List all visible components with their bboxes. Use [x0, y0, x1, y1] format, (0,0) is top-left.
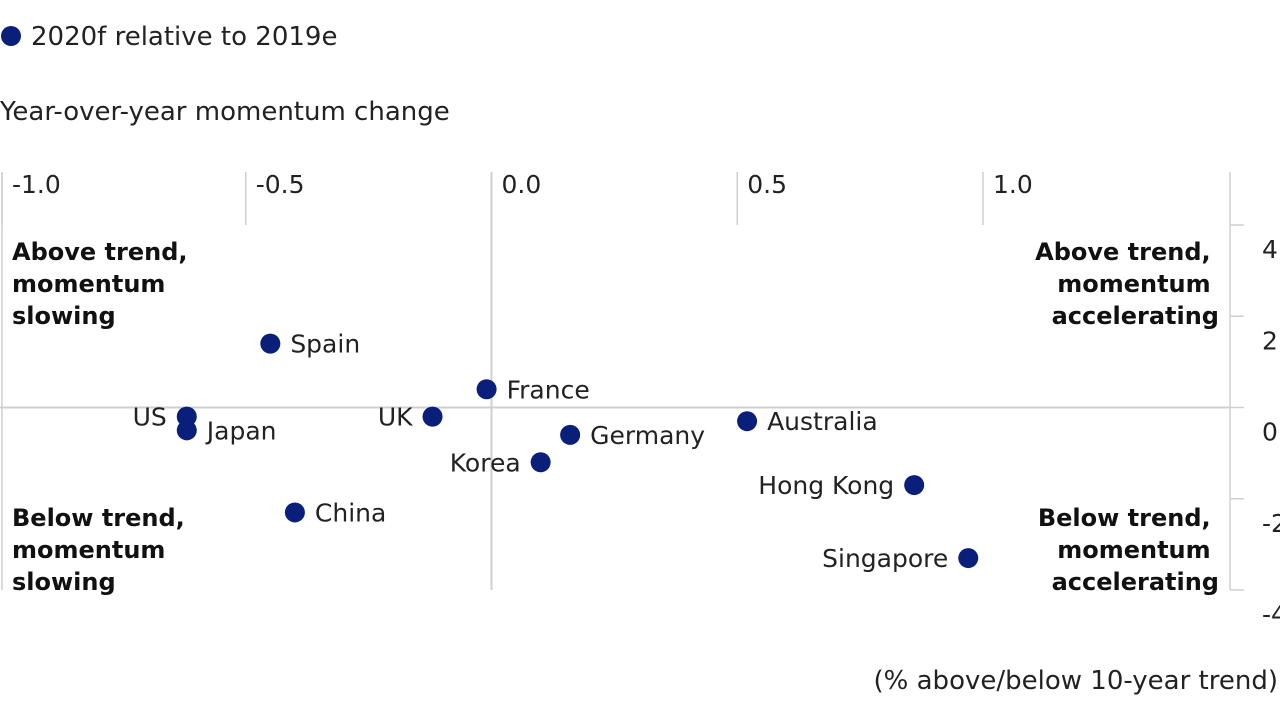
scatter-point [260, 333, 281, 354]
y-tick-label: 0 [1262, 418, 1278, 447]
point-label: Australia [767, 407, 878, 436]
scatter-point [904, 475, 925, 496]
scatter-point [176, 406, 197, 427]
point-label: US [133, 403, 167, 432]
scatter-point [560, 424, 581, 445]
scatter-point [476, 379, 497, 400]
y-axis-title: (% above/below 10-year trend) [874, 666, 1278, 696]
y-tick-label: -2 [1262, 509, 1280, 538]
legend-marker [1, 26, 21, 46]
point-label: Spain [290, 330, 360, 359]
y-tick-label: 4 [1262, 235, 1278, 264]
x-tick-label: -1.0 [12, 170, 61, 199]
point-label: Germany [590, 421, 705, 450]
legend-label: 2020f relative to 2019e [31, 22, 337, 52]
chart-subtitle: Year-over-year momentum change [0, 97, 450, 127]
scatter-point [530, 452, 551, 473]
y-tick-label: -4 [1262, 600, 1280, 629]
x-axis-ticks: -1.0 -0.5 0.0 0.5 1.0 [12, 170, 1033, 199]
y-axis-ticks: 4 2 0 -2 -4 [1230, 224, 1280, 629]
x-tick-label: -0.5 [256, 170, 305, 199]
quadrant-bottom-left: Below trend, momentum slowing [12, 504, 193, 596]
point-label: Singapore [822, 544, 948, 573]
y-tick-label: 2 [1262, 326, 1278, 355]
point-label: UK [378, 403, 413, 432]
scatter-point [284, 502, 305, 523]
quadrant-bottom-right: Below trend, momentum accelerating [1038, 504, 1219, 596]
scatter-point [737, 411, 758, 432]
quadrant-top-right: Above trend, momentum accelerating [1035, 238, 1219, 330]
point-label: France [507, 375, 590, 404]
point-label: Japan [205, 416, 277, 445]
point-label: China [315, 498, 386, 527]
scatter-point [422, 406, 443, 427]
x-tick-label: 0.5 [747, 170, 787, 199]
x-tick-label: 1.0 [993, 170, 1033, 199]
point-label: Korea [450, 448, 521, 477]
scatter-point [958, 548, 979, 569]
x-tick-label: 0.0 [502, 170, 542, 199]
data-points: Spain France US Japan UK Germany Korea Australi… [133, 330, 979, 573]
point-label: Hong Kong [758, 471, 894, 500]
quadrant-top-left: Above trend, momentum slowing [12, 238, 196, 330]
scatter-point [176, 420, 197, 441]
